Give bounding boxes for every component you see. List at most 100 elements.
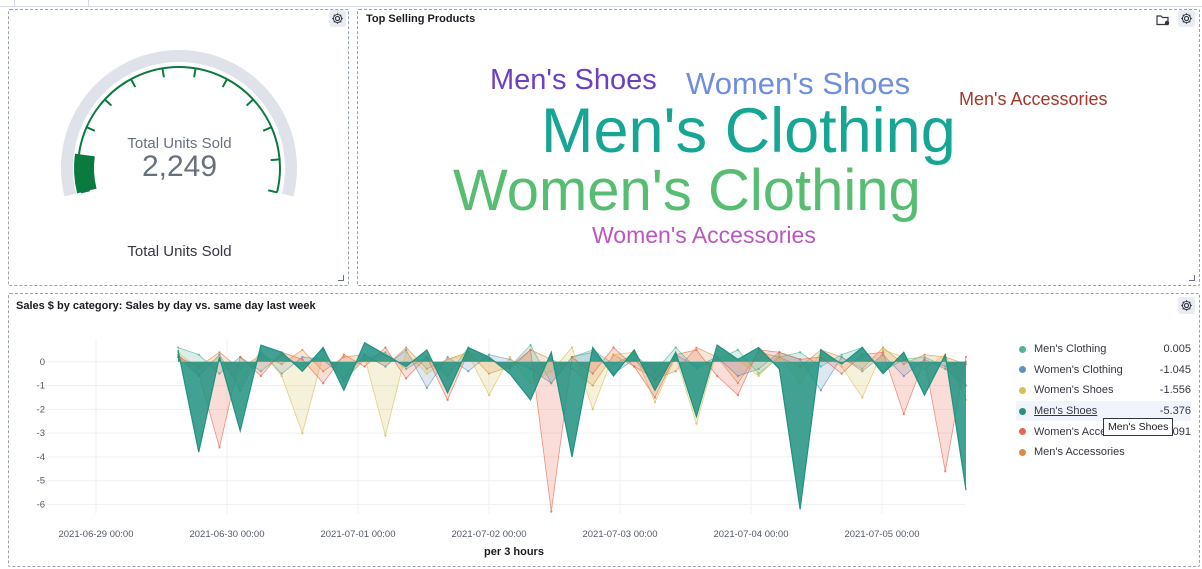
series-point xyxy=(778,353,781,356)
x-axis-title: per 3 hours xyxy=(484,546,544,558)
legend-dot-icon xyxy=(1019,386,1026,394)
series-area xyxy=(178,342,966,510)
series-point xyxy=(612,353,615,356)
series-point xyxy=(301,355,304,359)
series-point xyxy=(446,358,449,361)
series-point xyxy=(321,370,325,373)
series-men-s-shoes[interactable] xyxy=(177,341,967,510)
legend-item[interactable]: Women's Shoes -1.556 xyxy=(1016,380,1191,401)
x-tick-label: 2021-06-29 00:00 xyxy=(58,529,133,540)
legend-dot-icon xyxy=(1019,428,1026,436)
legend-value: -5.376 xyxy=(1159,405,1191,418)
legend-dot-icon xyxy=(1019,407,1026,415)
series-point xyxy=(404,351,408,354)
series-point xyxy=(508,355,511,359)
series-point xyxy=(591,372,594,375)
x-tick-label: 2021-07-02 00:00 xyxy=(451,529,526,540)
series-point xyxy=(384,351,387,354)
series-point xyxy=(757,367,760,371)
series-point xyxy=(342,355,346,359)
y-tick-label: -2 xyxy=(37,404,45,415)
gauge-tick xyxy=(270,158,280,162)
series-point xyxy=(819,389,823,392)
legend-label: Women's Shoes xyxy=(1034,384,1114,397)
series-point xyxy=(404,367,408,371)
legend-item[interactable]: Men's Clothing 0.005 xyxy=(1016,339,1191,360)
series-point xyxy=(923,353,926,356)
tag-cloud-word[interactable]: Women's Clothing xyxy=(453,158,921,223)
series-point xyxy=(570,355,574,359)
series-point xyxy=(695,422,698,425)
tab-divider xyxy=(88,0,89,7)
series-point xyxy=(529,348,532,352)
series-point xyxy=(881,346,885,349)
gauge-tick xyxy=(245,98,254,107)
series-point xyxy=(736,381,740,385)
gauge-tick xyxy=(268,189,278,194)
series-point xyxy=(446,398,449,402)
gauge-tick xyxy=(193,68,197,78)
area-chart[interactable]: 2021-06-29 00:00 2021-06-30 00:00 2021-07-… xyxy=(9,294,1199,566)
series-point xyxy=(487,393,491,397)
series-point xyxy=(964,355,968,359)
series-point xyxy=(902,362,905,366)
series-point xyxy=(446,355,449,359)
series-point xyxy=(529,343,532,347)
legend-value: 0.005 xyxy=(1163,343,1191,356)
series-point xyxy=(840,372,843,375)
series-point xyxy=(218,372,221,375)
series-point xyxy=(301,348,304,352)
series-line xyxy=(177,341,967,510)
panel-options-gear-icon[interactable] xyxy=(1178,10,1195,27)
series-point xyxy=(653,396,657,399)
tag-cloud-word[interactable]: Women's Shoes xyxy=(686,66,911,101)
resize-handle-icon[interactable] xyxy=(338,275,344,281)
series-point xyxy=(363,365,366,368)
series-point xyxy=(674,346,677,349)
x-tick-label: 2021-06-30 00:00 xyxy=(189,529,264,540)
resize-handle-icon[interactable] xyxy=(1189,275,1195,281)
legend-dot-icon xyxy=(1019,345,1026,353)
series-point xyxy=(923,355,926,359)
series-point xyxy=(384,365,387,368)
gauge-title: Total Units Sold xyxy=(127,243,232,260)
series-point xyxy=(197,353,200,356)
panel-title: Sales $ by category: Sales by day vs. sa… xyxy=(16,300,316,312)
top-strip xyxy=(0,0,1202,7)
series-point xyxy=(840,353,843,356)
series-point xyxy=(798,358,802,361)
legend-item[interactable]: Women's Clothing -1.045 xyxy=(1016,360,1191,381)
series-point xyxy=(736,348,740,352)
gauge-tick xyxy=(262,126,272,132)
series-point xyxy=(819,365,823,368)
series-point xyxy=(902,374,905,378)
panel-options-gear-icon[interactable] xyxy=(1178,297,1195,314)
series-point xyxy=(425,367,429,371)
series-point xyxy=(467,370,470,373)
series-point xyxy=(861,367,864,371)
series-tooltip: Men's Shoes xyxy=(1103,418,1174,436)
legend-item[interactable]: Men's Accessories xyxy=(1016,442,1191,463)
series-point xyxy=(861,396,864,399)
x-tick-label: 2021-07-04 00:00 xyxy=(713,529,788,540)
series-point xyxy=(259,370,263,373)
series-point xyxy=(259,374,263,378)
series-point xyxy=(944,367,947,371)
series-point xyxy=(404,348,408,352)
tag-cloud-word[interactable]: Men's Accessories xyxy=(959,89,1108,109)
y-tick-label: -4 xyxy=(37,452,45,463)
legend-item[interactable]: Men's Shoes -5.376 xyxy=(1016,400,1191,422)
legend-label: Women's Clothing xyxy=(1034,363,1123,376)
series-point xyxy=(757,374,760,378)
tag-cloud-word[interactable]: Men's Clothing xyxy=(541,96,956,166)
panel-options-gear-icon[interactable] xyxy=(329,10,346,27)
tag-cloud-word[interactable]: Women's Accessories xyxy=(592,222,816,248)
series-area xyxy=(178,347,966,436)
gauge-fill xyxy=(74,153,97,194)
series-point xyxy=(695,348,698,352)
series-point xyxy=(778,355,781,359)
legend-value: -1.556 xyxy=(1159,384,1191,397)
inspect-folder-icon[interactable] xyxy=(1154,11,1171,28)
tag-cloud-word[interactable]: Men's Shoes xyxy=(490,64,657,96)
chart-legend: Men's Clothing 0.005 Women's Clothing -1.04… xyxy=(1016,339,1191,463)
